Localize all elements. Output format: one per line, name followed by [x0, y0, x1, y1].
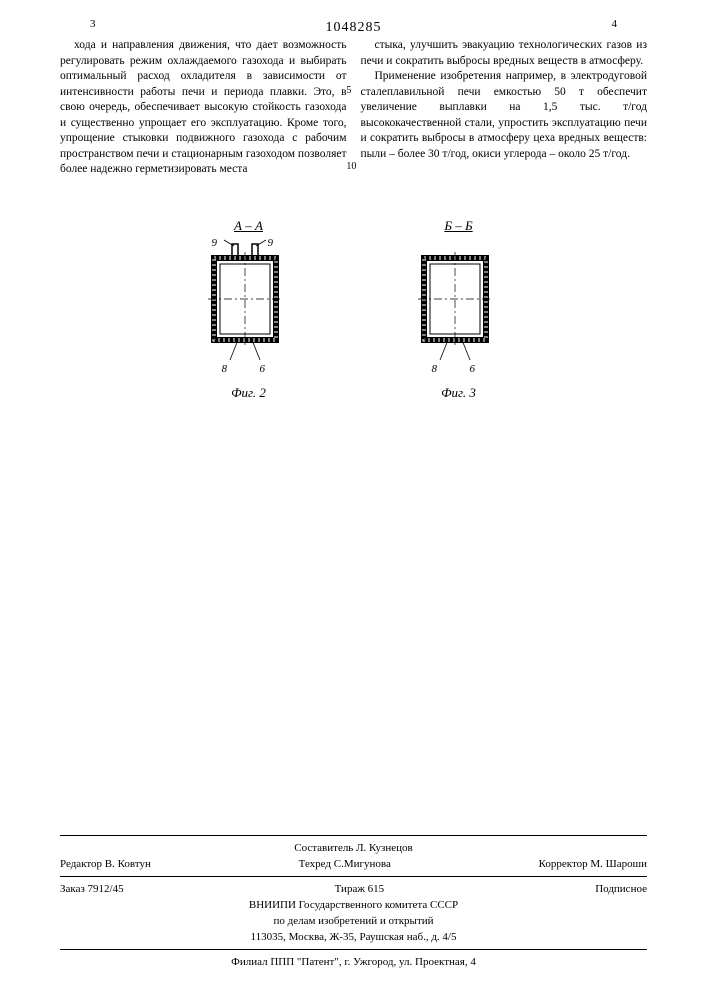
right-paragraph-1: стыка, улучшить эвакуацию технологически… [361, 38, 648, 69]
figure-2: А – А 9 9 8 6 Фиг. 2 [194, 218, 304, 401]
line-marker-10: 10 [346, 160, 356, 174]
footer-address1: 113035, Москва, Ж-35, Раушская наб., д. … [60, 929, 647, 945]
left-paragraph: хода и направления движения, что дает во… [60, 38, 347, 178]
figure-3-caption: Фиг. 3 [404, 385, 514, 401]
line-marker-5: 5 [346, 84, 351, 98]
figure-2-svg [194, 238, 304, 378]
footer-subscription: Подписное [595, 883, 647, 895]
footer-corrector: Корректор М. Шароши [539, 858, 647, 870]
footer-compiler: Составитель Л. Кузнецов [60, 840, 647, 856]
footer-order: Заказ 7912/45 [60, 883, 124, 895]
fig2-callout-9a: 9 [212, 237, 218, 249]
page-number-right: 4 [612, 18, 618, 30]
footer-tirazh: Тираж 615 [335, 883, 385, 895]
page-number-left: 3 [90, 18, 96, 30]
figures-row: А – А 9 9 8 6 Фиг. 2 [0, 218, 707, 401]
footer: Составитель Л. Кузнецов Редактор В. Ковт… [60, 831, 647, 970]
fig3-callout-6: 6 [470, 363, 476, 375]
figure-3: Б – Б 8 6 Фиг. 3 [404, 218, 514, 401]
fig2-callout-9b: 9 [268, 237, 274, 249]
footer-org1: ВНИИПИ Государственного комитета СССР [60, 897, 647, 913]
figure-3-section-label: Б – Б [404, 218, 514, 234]
right-column: стыка, улучшить эвакуацию технологически… [361, 38, 648, 178]
footer-address2: Филиал ППП "Патент", г. Ужгород, ул. Про… [60, 954, 647, 970]
figure-2-section-label: А – А [194, 218, 304, 234]
fig3-callout-8: 8 [432, 363, 438, 375]
text-columns: хода и направления движения, что дает во… [0, 30, 707, 178]
figure-2-caption: Фиг. 2 [194, 385, 304, 401]
footer-org2: по делам изобретений и открытий [60, 913, 647, 929]
right-paragraph-2: Применение изобретения например, в элект… [361, 69, 648, 162]
figure-3-svg [404, 238, 514, 378]
fig2-callout-6: 6 [260, 363, 266, 375]
left-column: хода и направления движения, что дает во… [60, 38, 347, 178]
footer-techred: Техред С.Мигунова [299, 858, 391, 870]
fig2-callout-8: 8 [222, 363, 228, 375]
footer-editor: Редактор В. Ковтун [60, 858, 151, 870]
